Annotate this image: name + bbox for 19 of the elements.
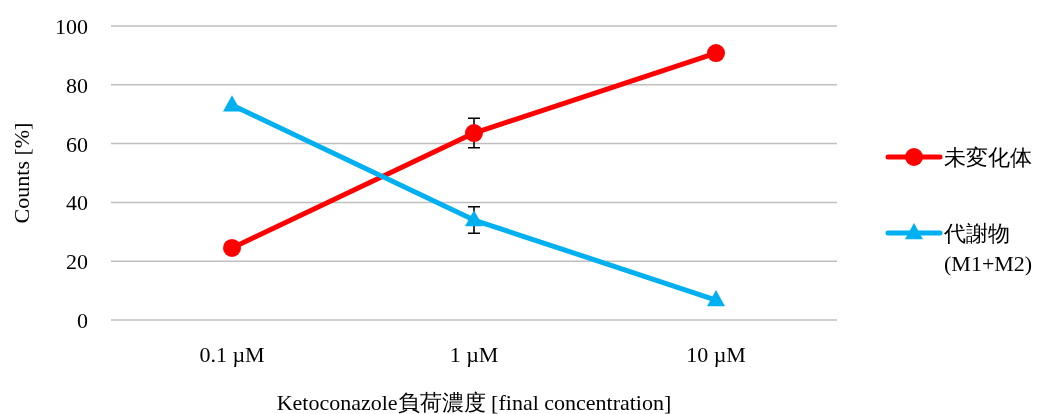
- y-tick-label: 20: [66, 249, 88, 275]
- point: [707, 290, 725, 307]
- x-tick-label: 1 µM: [449, 342, 499, 367]
- x-tick-label: 10 µM: [686, 342, 746, 367]
- y-tick-label: 0: [77, 308, 88, 333]
- x-tick-label: 0.1 µM: [199, 342, 265, 367]
- point: [223, 238, 241, 257]
- y-tick-label: 100: [55, 14, 88, 39]
- point: [465, 124, 483, 143]
- point: [223, 95, 241, 112]
- y-axis-title: Counts [%]: [9, 122, 34, 224]
- y-tick-label: 80: [66, 72, 88, 98]
- legend-label: 代謝物 (M1+M2): [943, 221, 1033, 276]
- point: [465, 210, 483, 227]
- y-tick-label: 40: [66, 190, 88, 216]
- legend-label: 未変化体: [944, 145, 1032, 170]
- x-axis-title: Ketoconazole負荷濃度 [final concentration]: [276, 390, 672, 414]
- point: [707, 44, 725, 63]
- y-tick-label: 60: [66, 131, 88, 157]
